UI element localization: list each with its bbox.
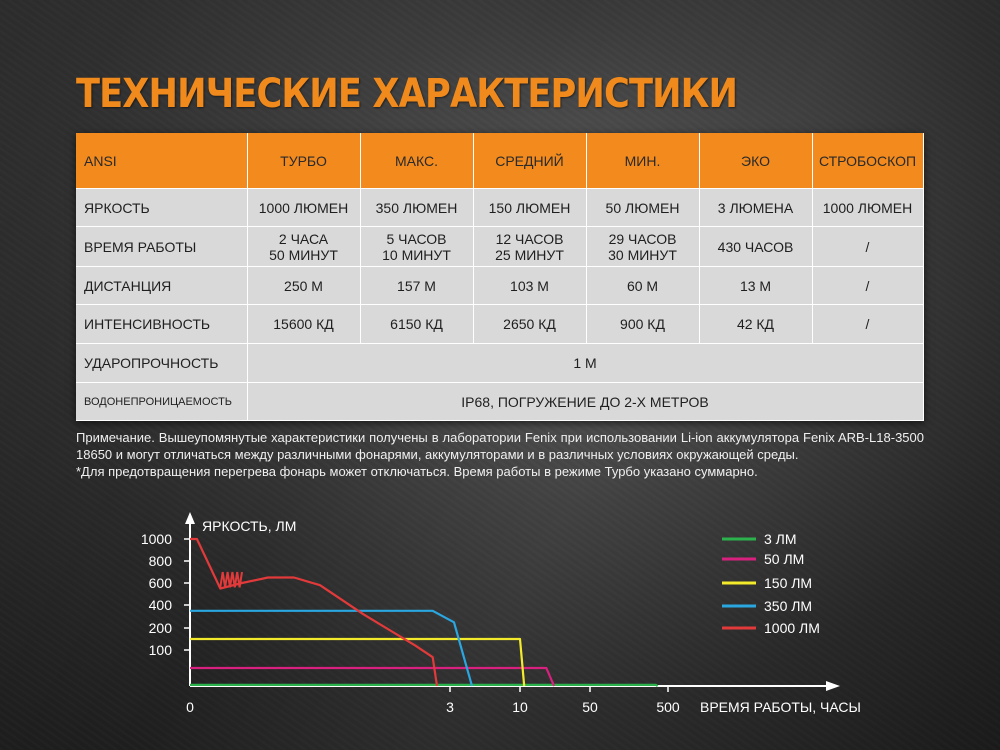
cell-line: 12 ЧАСОВ xyxy=(495,230,564,247)
series-line-0 xyxy=(190,683,659,687)
chart-labels: 100 200 400 600 800 1000 0 3 10 50 500 ЯРКОСТЬ, ЛМ В… xyxy=(141,518,861,715)
table-header-row: ANSI ТУРБО МАКС. СРЕДНИЙ МИН. ЭКО СТРОБО… xyxy=(76,133,924,189)
page-title: ТЕХНИЧЕСКИЕ ХАРАКТЕРИСТИКИ xyxy=(76,71,738,117)
series-line-2 xyxy=(190,637,526,687)
table-cell: 1000 ЛЮМЕН xyxy=(247,188,361,227)
x-tick-label: 3 xyxy=(446,699,454,715)
header-cell-min: МИН. xyxy=(586,133,700,189)
x-tick-label: 0 xyxy=(186,699,194,715)
x-axis-label: ВРЕМЯ РАБОТЫ, ЧАСЫ xyxy=(700,699,861,715)
cell-line: 29 ЧАСОВ xyxy=(608,230,677,247)
chart-legend: 3 ЛМ 50 ЛМ 150 ЛМ 350 ЛМ 1000 ЛМ xyxy=(722,531,820,636)
y-tick-label: 200 xyxy=(149,620,173,636)
specs-table: ANSI ТУРБО МАКС. СРЕДНИЙ МИН. ЭКО СТРОБО… xyxy=(76,133,924,421)
note-text: Примечание. Вышеупомянутые характеристик… xyxy=(76,430,924,462)
y-tick-label: 1000 xyxy=(141,531,172,547)
row-label: ЯРКОСТЬ xyxy=(76,188,248,227)
y-axis-label: ЯРКОСТЬ, ЛМ xyxy=(202,518,296,534)
legend-label: 350 ЛМ xyxy=(764,598,812,614)
header-cell-strobe: СТРОБОСКОП xyxy=(812,133,924,189)
table-cell: 157 М xyxy=(360,266,474,305)
header-cell-max: МАКС. xyxy=(360,133,474,189)
table-row-runtime: ВРЕМЯ РАБОТЫ 2 ЧАСА 50 МИНУТ 5 ЧАСОВ 10 МИ… xyxy=(76,226,924,267)
table-cell: 50 ЛЮМЕН xyxy=(586,188,700,227)
table-row-intensity: ИНТЕНСИВНОСТЬ 15600 КД 6150 КД 2650 КД 9… xyxy=(76,304,924,344)
table-cell: 2 ЧАСА 50 МИНУТ xyxy=(247,226,361,267)
legend-label: 3 ЛМ xyxy=(764,531,797,547)
row-label: ВРЕМЯ РАБОТЫ xyxy=(76,226,248,267)
x-tick-label: 50 xyxy=(582,699,598,715)
y-tick-label: 600 xyxy=(149,575,173,591)
table-row-distance: ДИСТАНЦИЯ 250 М 157 М 103 М 60 М 13 М / xyxy=(76,266,924,305)
series-line-4-oscillation xyxy=(219,571,243,588)
row-label: УДАРОПРОЧНОСТЬ xyxy=(76,343,248,383)
table-cell: 29 ЧАСОВ 30 МИНУТ xyxy=(586,226,700,267)
y-tick-label: 800 xyxy=(149,553,173,569)
row-label: ДИСТАНЦИЯ xyxy=(76,266,248,305)
table-row-brightness: ЯРКОСТЬ 1000 ЛЮМЕН 350 ЛЮМЕН 150 ЛЮМЕН 5… xyxy=(76,188,924,227)
table-cell: 2650 КД xyxy=(473,304,587,344)
table-cell: 15600 КД xyxy=(247,304,361,344)
table-cell-merged: 1 М xyxy=(247,343,924,383)
notes-block: Примечание. Вышеупомянутые характеристик… xyxy=(76,429,924,480)
cell-line: 50 МИНУТ xyxy=(269,246,338,263)
cell-line: 5 ЧАСОВ xyxy=(386,230,447,247)
cell-line: 10 МИНУТ xyxy=(382,246,451,263)
y-tick-label: 100 xyxy=(149,642,173,658)
table-cell: / xyxy=(812,226,924,267)
table-cell: / xyxy=(812,266,924,305)
y-tick-label: 400 xyxy=(149,597,173,613)
table-row-impact: УДАРОПРОЧНОСТЬ 1 М xyxy=(76,343,924,383)
cell-line: 25 МИНУТ xyxy=(495,246,564,263)
table-cell: 6150 КД xyxy=(360,304,474,344)
table-cell: 12 ЧАСОВ 25 МИНУТ xyxy=(473,226,587,267)
table-cell: 350 ЛЮМЕН xyxy=(360,188,474,227)
series-line-4 xyxy=(190,537,439,687)
table-cell: 250 М xyxy=(247,266,361,305)
table-cell: 42 КД xyxy=(699,304,813,344)
table-row-waterproof: ВОДОНЕПРОНИЦАЕМОСТЬ IP68, ПОГРУЖЕНИЕ ДО … xyxy=(76,382,924,421)
header-cell-ansi: ANSI xyxy=(76,133,248,189)
x-tick-label: 500 xyxy=(656,699,680,715)
row-label: ВОДОНЕПРОНИЦАЕМОСТЬ xyxy=(76,382,248,421)
table-cell: 5 ЧАСОВ 10 МИНУТ xyxy=(360,226,474,267)
table-cell: 1000 ЛЮМЕН xyxy=(812,188,924,227)
table-cell: 3 ЛЮМЕНА xyxy=(699,188,813,227)
cell-line: 30 МИНУТ xyxy=(608,246,677,263)
table-cell: 430 ЧАСОВ xyxy=(699,226,813,267)
x-tick-label: 10 xyxy=(512,699,528,715)
chart-series xyxy=(190,537,659,687)
legend-label: 150 ЛМ xyxy=(764,575,812,591)
table-cell-merged: IP68, ПОГРУЖЕНИЕ ДО 2-Х МЕТРОВ xyxy=(247,382,924,421)
table-cell: 900 КД xyxy=(586,304,700,344)
header-cell-turbo: ТУРБО xyxy=(247,133,361,189)
legend-label: 50 ЛМ xyxy=(764,551,804,567)
series-line-1 xyxy=(190,666,556,687)
table-cell: 13 М xyxy=(699,266,813,305)
header-cell-eco: ЭКО xyxy=(699,133,813,189)
table-cell: / xyxy=(812,304,924,344)
legend-label: 1000 ЛМ xyxy=(764,620,820,636)
table-cell: 60 М xyxy=(586,266,700,305)
table-cell: 103 М xyxy=(473,266,587,305)
series-line-3 xyxy=(190,609,474,687)
y-axis-arrow xyxy=(185,512,195,524)
note-text-footnote: *Для предотвращения перегрева фонарь мож… xyxy=(76,464,758,479)
x-axis-arrow xyxy=(826,681,840,691)
table-cell: 150 ЛЮМЕН xyxy=(473,188,587,227)
cell-line: 2 ЧАСА xyxy=(278,230,329,247)
header-cell-medium: СРЕДНИЙ xyxy=(473,133,587,189)
row-label: ИНТЕНСИВНОСТЬ xyxy=(76,304,248,344)
